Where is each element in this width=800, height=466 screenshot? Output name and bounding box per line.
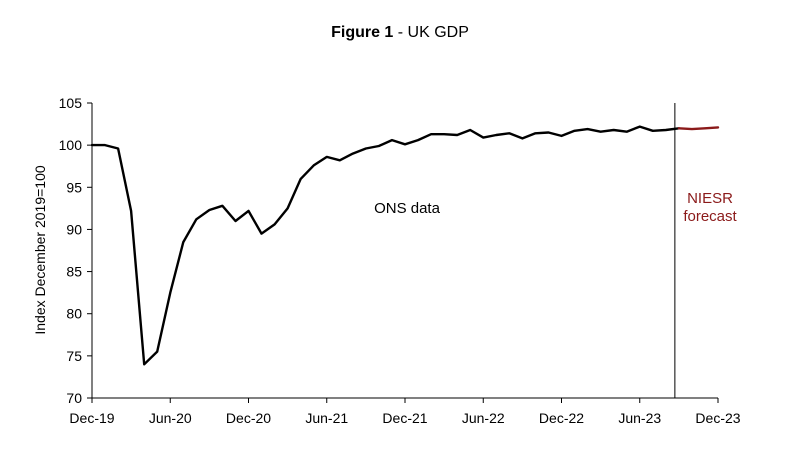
- x-tick-label: Dec-23: [695, 410, 740, 426]
- ons-data-point: [365, 147, 367, 150]
- ons-data-point: [547, 131, 550, 134]
- ons-data-point: [665, 129, 667, 131]
- ons-data-point: [195, 218, 197, 220]
- y-tick-label: 95: [66, 179, 82, 195]
- ons-data-point: [508, 132, 510, 134]
- x-tick-label: Jun-23: [618, 410, 661, 426]
- ons-data-point: [639, 126, 641, 128]
- ons-data-point: [560, 135, 563, 137]
- forecast-data-point: [678, 127, 680, 129]
- niesr-annotation-line2: forecast: [683, 208, 737, 225]
- ons-data-line: [90, 125, 681, 366]
- y-tick-label: 70: [66, 390, 82, 406]
- ons-data-point: [300, 178, 302, 180]
- x-tick-label: Jun-22: [462, 410, 505, 426]
- ons-data-point: [404, 143, 406, 145]
- chart-axes: 70 75 80 85 90 95 100 105 Dec-19 Jun-20 Dec-20 Jun-…: [59, 95, 741, 426]
- figure-number: Figure 1: [331, 24, 394, 41]
- ons-data-point: [495, 134, 497, 136]
- ons-data-point: [391, 139, 393, 141]
- ons-data-point: [521, 137, 523, 139]
- niesr-annotation-line1: NIESR: [687, 190, 733, 207]
- x-tick-label: Dec-21: [382, 410, 427, 426]
- ons-data-point: [430, 133, 432, 135]
- niesr-forecast-line: [677, 126, 720, 131]
- y-tick-label: 85: [66, 264, 82, 280]
- y-tick-label: 90: [66, 221, 82, 237]
- ons-data-point: [339, 159, 341, 161]
- ons-data-point: [352, 152, 354, 155]
- ons-data-point: [313, 164, 315, 166]
- forecast-data-point: [717, 126, 719, 129]
- ons-data-point: [573, 130, 576, 132]
- forecast-data-point: [691, 128, 693, 130]
- ons-data-point: [260, 233, 263, 235]
- ons-data-point: [326, 156, 328, 158]
- x-tick-label: Jun-21: [305, 410, 348, 426]
- y-tick-label: 80: [66, 306, 82, 322]
- ons-data-point: [169, 292, 171, 294]
- ons-data-point: [613, 129, 615, 131]
- ons-data-point: [287, 207, 289, 209]
- chart-title: Figure 1 - UK GDP: [0, 24, 800, 42]
- ons-data-point: [469, 129, 471, 131]
- ons-data-point: [417, 139, 419, 141]
- ons-data-point: [104, 144, 106, 146]
- ons-data-point: [626, 131, 628, 133]
- y-axis-label: Index December 2019=100: [32, 165, 48, 334]
- ons-data-point: [208, 209, 210, 211]
- ons-data-point: [534, 132, 537, 134]
- ons-data-point: [221, 205, 224, 207]
- ons-data-point: [234, 220, 237, 222]
- ons-data-annotation: ONS data: [374, 200, 441, 217]
- x-tick-label: Dec-19: [69, 410, 114, 426]
- ons-data-point: [91, 144, 93, 146]
- x-tick-label: Dec-20: [226, 410, 271, 426]
- ons-data-point: [456, 134, 458, 136]
- forecast-data-point: [704, 127, 706, 129]
- ons-data-point: [652, 130, 654, 132]
- ons-data-point: [143, 363, 145, 365]
- ons-data-point: [378, 145, 380, 147]
- ons-data-point: [247, 210, 250, 212]
- ons-data-point: [117, 147, 119, 150]
- ons-data-point: [482, 136, 484, 139]
- ons-data-point: [273, 223, 276, 225]
- ons-data-point: [156, 351, 158, 353]
- y-tick-label: 75: [66, 348, 82, 364]
- ons-data-point: [600, 131, 602, 133]
- ons-data-point: [130, 210, 132, 212]
- y-tick-label: 105: [59, 95, 83, 111]
- ons-data-point: [586, 128, 589, 130]
- figure-title-text: - UK GDP: [393, 24, 469, 41]
- x-tick-label: Jun-20: [149, 410, 192, 426]
- y-tick-label: 100: [59, 137, 83, 153]
- x-tick-label: Dec-22: [539, 410, 584, 426]
- series-layer: [90, 125, 720, 366]
- ons-data-point: [443, 133, 445, 135]
- ons-data-point: [182, 241, 184, 243]
